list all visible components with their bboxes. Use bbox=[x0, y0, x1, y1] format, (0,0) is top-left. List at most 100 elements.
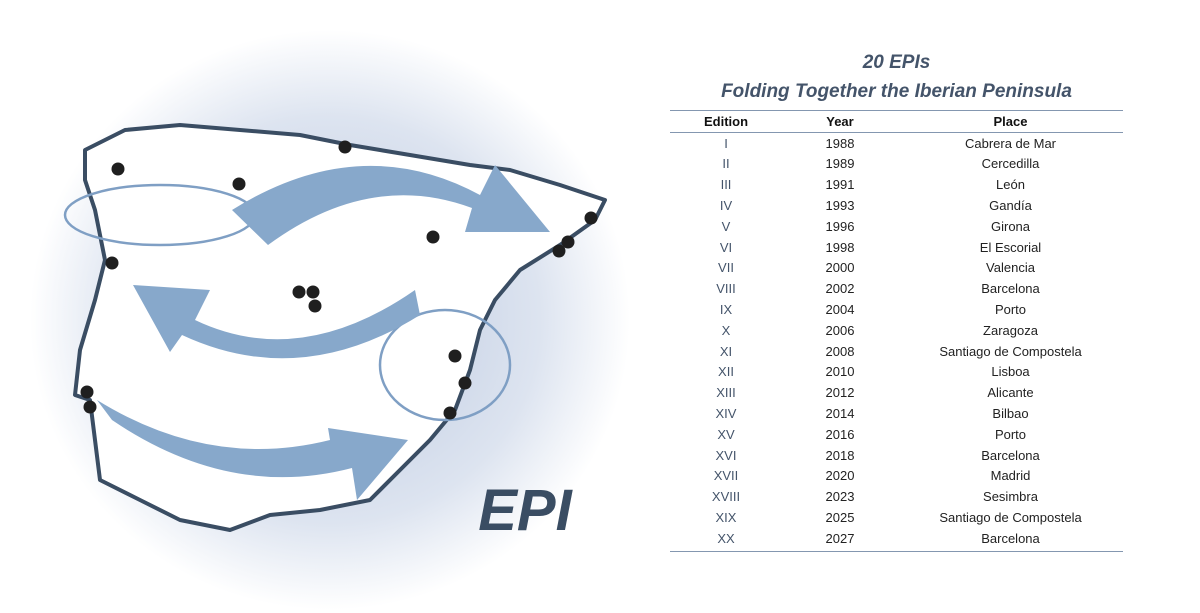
edition: VII bbox=[718, 260, 734, 276]
year: 1993 bbox=[825, 198, 855, 214]
rule bbox=[670, 550, 1123, 552]
header-row: Edition Year Place bbox=[670, 111, 1123, 132]
editions-table: 20 EPIs Folding Together the Iberian Pen… bbox=[670, 48, 1123, 552]
year: 2014 bbox=[825, 406, 855, 422]
edition: XVII bbox=[713, 468, 739, 484]
header-cell: Year bbox=[826, 113, 854, 129]
year: 1996 bbox=[825, 218, 855, 234]
year: 2010 bbox=[825, 364, 855, 380]
year: 2004 bbox=[825, 302, 855, 318]
year: 2002 bbox=[825, 281, 855, 297]
table-row: VI 1998 El Escorial bbox=[670, 237, 1123, 258]
edition: XV bbox=[717, 426, 735, 442]
table-row: XIV 2014 Bilbao bbox=[670, 403, 1123, 424]
year: 1991 bbox=[825, 177, 855, 193]
table-row: XVI 2018 Barcelona bbox=[670, 445, 1123, 466]
place: Gandía bbox=[989, 198, 1032, 214]
header-cell: Edition bbox=[703, 113, 749, 129]
epi-logo: EPI bbox=[30, 30, 630, 610]
place: Santiago de Compostela bbox=[939, 343, 1082, 359]
place: Valencia bbox=[986, 260, 1035, 276]
place: Porto bbox=[994, 426, 1027, 442]
place: León bbox=[996, 177, 1025, 193]
year: 2023 bbox=[825, 489, 855, 505]
edition: XI bbox=[719, 343, 733, 359]
edition: XVIII bbox=[711, 489, 741, 505]
place: Girona bbox=[990, 218, 1031, 234]
year: 2020 bbox=[825, 468, 855, 484]
edition: XII bbox=[718, 364, 734, 380]
place: Barcelona bbox=[981, 281, 1040, 297]
place: El Escorial bbox=[979, 239, 1042, 255]
year: 2016 bbox=[825, 426, 855, 442]
edition: XIX bbox=[715, 510, 737, 526]
year: 2000 bbox=[825, 260, 855, 276]
place: Barcelona bbox=[981, 447, 1040, 463]
edition: XIII bbox=[716, 385, 736, 401]
edition: IV bbox=[719, 198, 733, 214]
table-body: I 1988 Cabrera de Mar II 1989 Cercedilla III 19… bbox=[670, 133, 1123, 549]
arrows bbox=[97, 165, 550, 500]
table-row: XVII 2020 Madrid bbox=[670, 466, 1123, 487]
table-row: IX 2004 Porto bbox=[670, 299, 1123, 320]
edition: IX bbox=[719, 302, 733, 318]
edition: XVI bbox=[715, 447, 737, 463]
table-row: XIII 2012 Alicante bbox=[670, 382, 1123, 403]
arrow bbox=[97, 400, 408, 500]
header-cell: Place bbox=[993, 113, 1028, 129]
edition: III bbox=[720, 177, 732, 193]
place: Alicante bbox=[987, 385, 1034, 401]
year: 2027 bbox=[825, 530, 855, 546]
year: 2025 bbox=[825, 510, 855, 526]
place: Bilbao bbox=[992, 406, 1029, 422]
edition: I bbox=[724, 135, 728, 151]
table-row: IV 1993 Gandía bbox=[670, 195, 1123, 216]
table-row: XV 2016 Porto bbox=[670, 424, 1123, 445]
year: 1998 bbox=[825, 239, 855, 255]
place: Zaragoza bbox=[983, 322, 1038, 338]
place: Porto bbox=[994, 302, 1027, 318]
table-row: XI 2008 Santiago de Compostela bbox=[670, 341, 1123, 362]
place: Cercedilla bbox=[981, 156, 1040, 172]
venue-dots bbox=[80, 140, 598, 420]
rule bbox=[670, 131, 1123, 133]
table-row: XX 2027 Barcelona bbox=[670, 528, 1123, 549]
edition: X bbox=[721, 322, 731, 338]
table-row: II 1989 Cercedilla bbox=[670, 154, 1123, 175]
edition: II bbox=[722, 156, 730, 172]
table-row: V 1996 Girona bbox=[670, 216, 1123, 237]
rule bbox=[670, 110, 1123, 111]
year: 1989 bbox=[825, 156, 855, 172]
place: Lisboa bbox=[991, 364, 1030, 380]
table-row: III 1991 León bbox=[670, 174, 1123, 195]
place: Cabrera de Mar bbox=[964, 135, 1057, 151]
edition: XX bbox=[717, 530, 735, 546]
year: 2012 bbox=[825, 385, 855, 401]
table-row: I 1988 Cabrera de Mar bbox=[670, 133, 1123, 154]
year: 2008 bbox=[825, 343, 855, 359]
year: 2018 bbox=[825, 447, 855, 463]
arrow bbox=[232, 165, 550, 245]
edition: VIII bbox=[716, 281, 736, 297]
place: Santiago de Compostela bbox=[939, 510, 1082, 526]
table-title: 20 EPIs bbox=[862, 52, 931, 73]
edition: V bbox=[721, 218, 731, 234]
table-row: XVIII 2023 Sesimbra bbox=[670, 486, 1123, 507]
arrow bbox=[133, 285, 420, 359]
edition: VI bbox=[719, 239, 733, 255]
logo-text: EPI bbox=[478, 478, 573, 543]
table-row: VIII 2002 Barcelona bbox=[670, 278, 1123, 299]
place: Madrid bbox=[990, 468, 1031, 484]
fold-loop bbox=[378, 308, 512, 422]
table-row: XIX 2025 Santiago de Compostela bbox=[670, 507, 1123, 528]
table-row: XII 2010 Lisboa bbox=[670, 362, 1123, 383]
table-title: Folding Together the Iberian Peninsula bbox=[721, 81, 1072, 102]
edition: XIV bbox=[715, 406, 737, 422]
year: 1988 bbox=[825, 135, 855, 151]
year: 2006 bbox=[825, 322, 855, 338]
place: Sesimbra bbox=[983, 489, 1038, 505]
table-row: VII 2000 Valencia bbox=[670, 258, 1123, 279]
place: Barcelona bbox=[981, 530, 1040, 546]
table-row: X 2006 Zaragoza bbox=[670, 320, 1123, 341]
